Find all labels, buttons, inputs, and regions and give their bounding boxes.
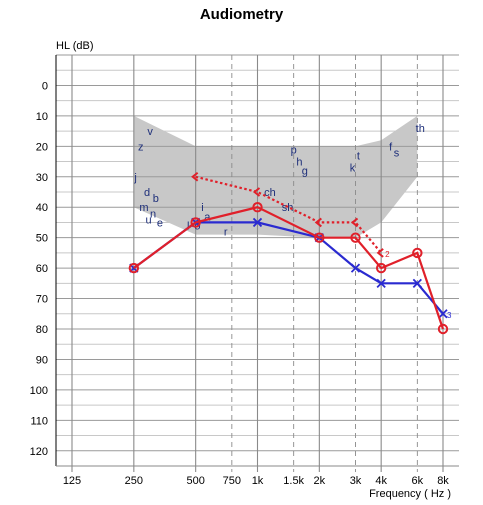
phoneme-label: z [138,141,144,153]
series-2-line [195,175,383,254]
series-0-x-marker [376,278,386,288]
series-1-circle-marker [128,262,140,274]
series-2-bracket-marker [191,171,199,182]
phoneme-label: v [147,126,153,138]
x-tick-label: 500 [186,475,204,487]
series-2-bracket-marker [252,187,261,197]
phoneme-label: th [416,123,425,135]
x-tick-label: 2k [314,475,326,487]
series-1-line [133,206,445,330]
phoneme-label: d [144,187,150,199]
series-lines: 32 [128,171,452,335]
y-tick-label: 10 [36,111,48,123]
y-tick-label: 70 [36,294,48,306]
x-tick-label: 125 [63,475,81,487]
series-2-bracket-marker [314,217,322,228]
series-0-line [133,221,444,315]
y-tick-label: 40 [36,202,48,214]
x-tick-label: 4k [375,475,387,487]
y-tick-label: 0 [42,80,48,92]
phoneme-label: j [133,172,136,184]
y-tick-label: 30 [36,172,48,184]
phoneme-label: l [187,220,189,232]
x-axis-title: Frequency ( Hz ) [369,488,451,500]
phoneme-label: t [357,150,360,162]
phoneme-label: p [291,144,297,156]
y-tick-label: 20 [36,141,48,153]
y-tick-label: 60 [36,263,48,275]
series-1-circle-marker [437,323,449,335]
series-2-annotation: 2 [385,250,390,259]
series-2-bracket-marker [376,248,384,258]
x-tick-label: 1.5k [283,475,304,487]
phoneme-label: sh [282,202,294,214]
series-1-circle-marker [252,202,263,213]
phoneme-label: i [201,202,203,214]
x-tick-label: 1k [252,475,264,487]
y-axis-title: HL (dB) [56,40,94,52]
series-0-annotation: 3 [447,311,452,320]
series-1-circle-marker [314,232,325,243]
phoneme-label: m [139,202,148,214]
y-tick-label: 50 [36,233,48,245]
phoneme-label: k [350,163,356,175]
phoneme-label: h [296,157,302,169]
series-1-circle-marker [412,247,423,259]
x-tick-label: 750 [223,475,241,487]
x-tick-label: 3k [350,475,362,487]
series-1-circle-marker [190,217,201,228]
phoneme-label: e [157,217,163,229]
phoneme-label: ch [264,187,276,199]
phoneme-label: n [150,208,156,220]
axis-ticks: 0 10 20 30 40 50 60 70 80 90 100 110 120 125 250 500 750… [30,80,450,487]
series-1-circle-marker [350,232,361,243]
x-tick-label: 8k [437,475,449,487]
chart-title: Audiometry [199,6,284,23]
y-tick-label: 100 [30,385,48,397]
series-2-bracket-marker [350,217,359,228]
phoneme-label: r [224,227,228,239]
phoneme-label: g [302,166,308,178]
phoneme-label: s [394,147,400,159]
series-0-x-marker [252,217,263,228]
phoneme-label: a [204,211,211,223]
phoneme-label: f [389,141,393,153]
phoneme-label: b [153,193,159,205]
series-0-x-marker [412,278,422,288]
y-tick-label: 90 [36,354,48,366]
x-tick-label: 250 [125,475,143,487]
phoneme-label: u [146,214,152,226]
x-tick-label: 6k [412,475,424,487]
chart-grid [55,54,459,472]
series-0-x-marker [438,309,448,319]
y-tick-label: 110 [30,415,48,427]
series-0-x-marker [350,263,361,273]
y-tick-label: 120 [30,446,48,458]
y-tick-label: 80 [36,324,48,336]
series-1-circle-marker [375,262,387,274]
